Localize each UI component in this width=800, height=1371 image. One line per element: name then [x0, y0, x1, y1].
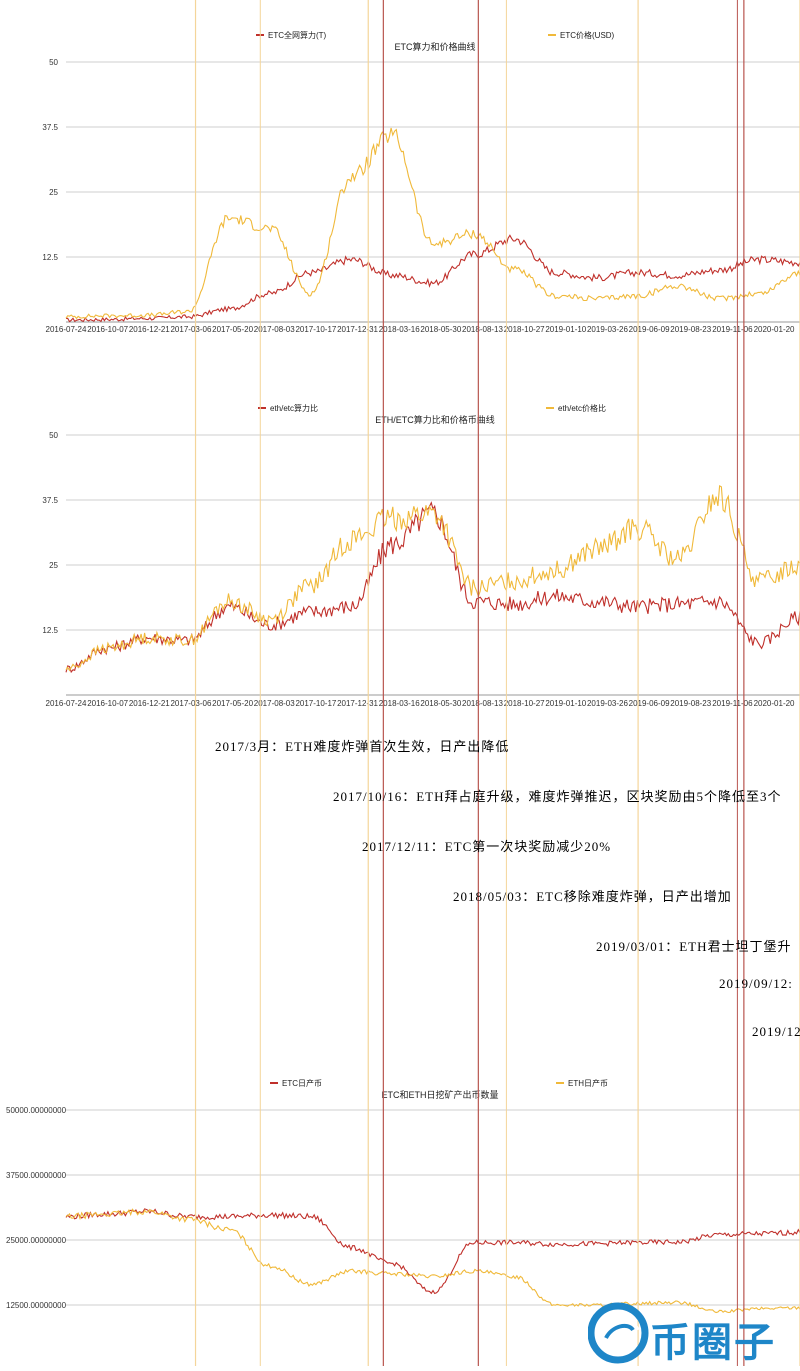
x-tick-label: 2016-07-24 — [46, 699, 87, 708]
y-tick-label: 25 — [49, 561, 58, 570]
event-annotation-2019-09-12: 2019/09/12: — [719, 976, 793, 991]
x-tick-label: 2017-03-06 — [170, 325, 211, 334]
x-tick-label: 2018-08-13 — [462, 325, 503, 334]
y-tick-label: 37500.00000000 — [6, 1171, 67, 1180]
legend-label: ETC日产币 — [282, 1078, 322, 1088]
legend-label: ETH日产币 — [568, 1078, 608, 1088]
y-tick-label: 50000.00000000 — [6, 1106, 67, 1115]
x-tick-label: 2020-01-20 — [754, 699, 795, 708]
watermark-e-icon — [587, 1302, 649, 1364]
x-tick-label: 2016-12-21 — [129, 699, 170, 708]
event-annotation-2017-12-11: 2017/12/11：ETC第一次块奖励减少20% — [362, 839, 612, 854]
chart-2: 50 37.5 25 12.5 2016-07-24 2016-10-07 2016-12-… — [42, 403, 800, 708]
series-line-2 — [65, 485, 800, 672]
x-tick-label: 2020-01-20 — [754, 325, 795, 334]
x-tick-label: 2017-10-17 — [295, 325, 336, 334]
legend-label: ETC价格(USD) — [560, 30, 615, 40]
x-tick-label: 2018-05-30 — [420, 325, 461, 334]
y-tick-label: 12.5 — [42, 253, 58, 262]
y-tick-label: 12500.00000000 — [6, 1301, 67, 1310]
y-tick-label: 12.5 — [42, 626, 58, 635]
chart-title: ETH/ETC算力比和价格币曲线 — [375, 414, 495, 425]
x-tick-label: 2019-03-26 — [587, 325, 628, 334]
chart-3: 50000.00000000 37500.00000000 25000.000000… — [6, 1078, 800, 1314]
x-tick-label: 2016-10-07 — [87, 325, 128, 334]
chart-title: ETC算力和价格曲线 — [394, 41, 475, 52]
series-line-2 — [65, 127, 800, 320]
event-annotation-2017-03: 2017/3月：ETH难度炸弹首次生效，日产出降低 — [215, 739, 510, 754]
y-tick-label: 25000.00000000 — [6, 1236, 67, 1245]
y-tick-label: 50 — [49, 58, 58, 67]
legend-label: eth/etc价格比 — [558, 403, 606, 413]
x-tick-label: 2016-10-07 — [87, 699, 128, 708]
series-line-1 — [65, 1208, 800, 1295]
legend-label: eth/etc算力比 — [270, 403, 318, 413]
x-tick-label: 2017-12-31 — [337, 325, 378, 334]
x-tick-label: 2019-08-23 — [670, 325, 711, 334]
x-tick-label: 2017-05-20 — [212, 325, 253, 334]
chart-1: 50 37.5 25 12.5 2016-07-24 2016-10-07 2016-12-… — [42, 30, 800, 334]
x-tick-label: 2016-12-21 — [129, 325, 170, 334]
y-tick-label: 25 — [49, 188, 58, 197]
series-line-1 — [65, 234, 800, 323]
x-tick-label: 2018-03-16 — [379, 325, 420, 334]
x-tick-label: 2017-08-03 — [254, 325, 295, 334]
x-tick-label: 2017-05-20 — [212, 699, 253, 708]
event-annotation-2019-12: 2019/12 — [752, 1024, 800, 1039]
x-tick-label: 2018-05-30 — [420, 699, 461, 708]
x-tick-label: 2017-10-17 — [295, 699, 336, 708]
x-tick-label: 2019-01-10 — [545, 325, 586, 334]
x-tick-label: 2019-08-23 — [670, 699, 711, 708]
x-tick-label: 2018-10-27 — [504, 699, 545, 708]
chart-title: ETC和ETH日挖矿产出币数量 — [381, 1089, 498, 1100]
x-tick-label: 2019-06-09 — [629, 325, 670, 334]
x-tick-label: 2017-12-31 — [337, 699, 378, 708]
x-tick-label: 2019-03-26 — [587, 699, 628, 708]
legend-label: ETC全网算力(T) — [268, 30, 327, 40]
y-tick-label: 37.5 — [42, 496, 58, 505]
x-tick-label: 2019-01-10 — [545, 699, 586, 708]
x-tick-label: 2017-08-03 — [254, 699, 295, 708]
y-tick-label: 50 — [49, 431, 58, 440]
x-tick-label: 2018-03-16 — [379, 699, 420, 708]
event-annotation-2017-10-16: 2017/10/16：ETH拜占庭升级，难度炸弹推迟，区块奖励由5个降低至3个 — [333, 789, 782, 804]
x-tick-label: 2017-03-06 — [170, 699, 211, 708]
series-line-1 — [65, 501, 800, 674]
x-tick-label: 2018-08-13 — [462, 699, 503, 708]
watermark-logo: 币圈子 — [587, 1300, 800, 1366]
x-tick-label: 2019-06-09 — [629, 699, 670, 708]
watermark-text: 币圈子 — [650, 1320, 776, 1366]
x-tick-label: 2019-11-06 — [712, 699, 753, 708]
x-tick-label: 2018-10-27 — [504, 325, 545, 334]
event-annotation-2018-05-03: 2018/05/03：ETC移除难度炸弹，日产出增加 — [453, 889, 732, 904]
event-annotation-2019-03-01: 2019/03/01：ETH君士坦丁堡升 — [596, 939, 792, 954]
x-tick-label: 2019-11-06 — [712, 325, 753, 334]
x-tick-label: 2016-07-24 — [46, 325, 87, 334]
series-line-2 — [65, 1208, 800, 1314]
y-tick-label: 37.5 — [42, 123, 58, 132]
